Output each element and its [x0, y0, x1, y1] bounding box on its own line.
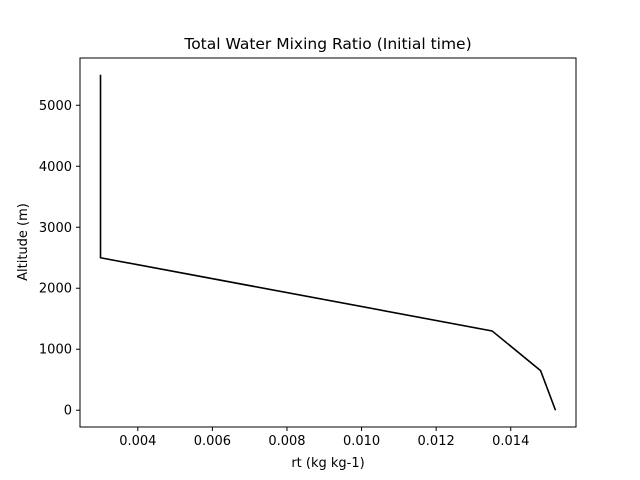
- x-axis: 0.004 0.006 0.008 0.010 0.012 0.014: [119, 427, 529, 449]
- y-axis: 0 1000 2000 3000 4000 5000: [39, 99, 80, 419]
- y-tick-label: 4000: [39, 160, 72, 175]
- plot-area: [99, 74, 557, 411]
- axes-frame: [79, 57, 577, 428]
- series-line-0: [99, 74, 557, 411]
- x-tick-label: 0.006: [194, 434, 231, 449]
- x-tick-label: 0.012: [418, 434, 455, 449]
- chart-title: Total Water Mixing Ratio (Initial time): [183, 35, 471, 53]
- y-tick-label: 2000: [39, 282, 72, 297]
- y-axis-label: Altitude (m): [16, 203, 31, 281]
- x-tick-label: 0.014: [492, 434, 529, 449]
- x-axis-label: rt (kg kg-1): [291, 456, 364, 471]
- x-tick-label: 0.008: [268, 434, 305, 449]
- y-tick-label: 1000: [39, 343, 72, 358]
- x-tick-label: 0.010: [343, 434, 380, 449]
- y-tick-label: 3000: [39, 221, 72, 236]
- x-tick-label: 0.004: [119, 434, 156, 449]
- y-tick-label: 5000: [39, 99, 72, 114]
- y-tick-label: 0: [64, 404, 72, 419]
